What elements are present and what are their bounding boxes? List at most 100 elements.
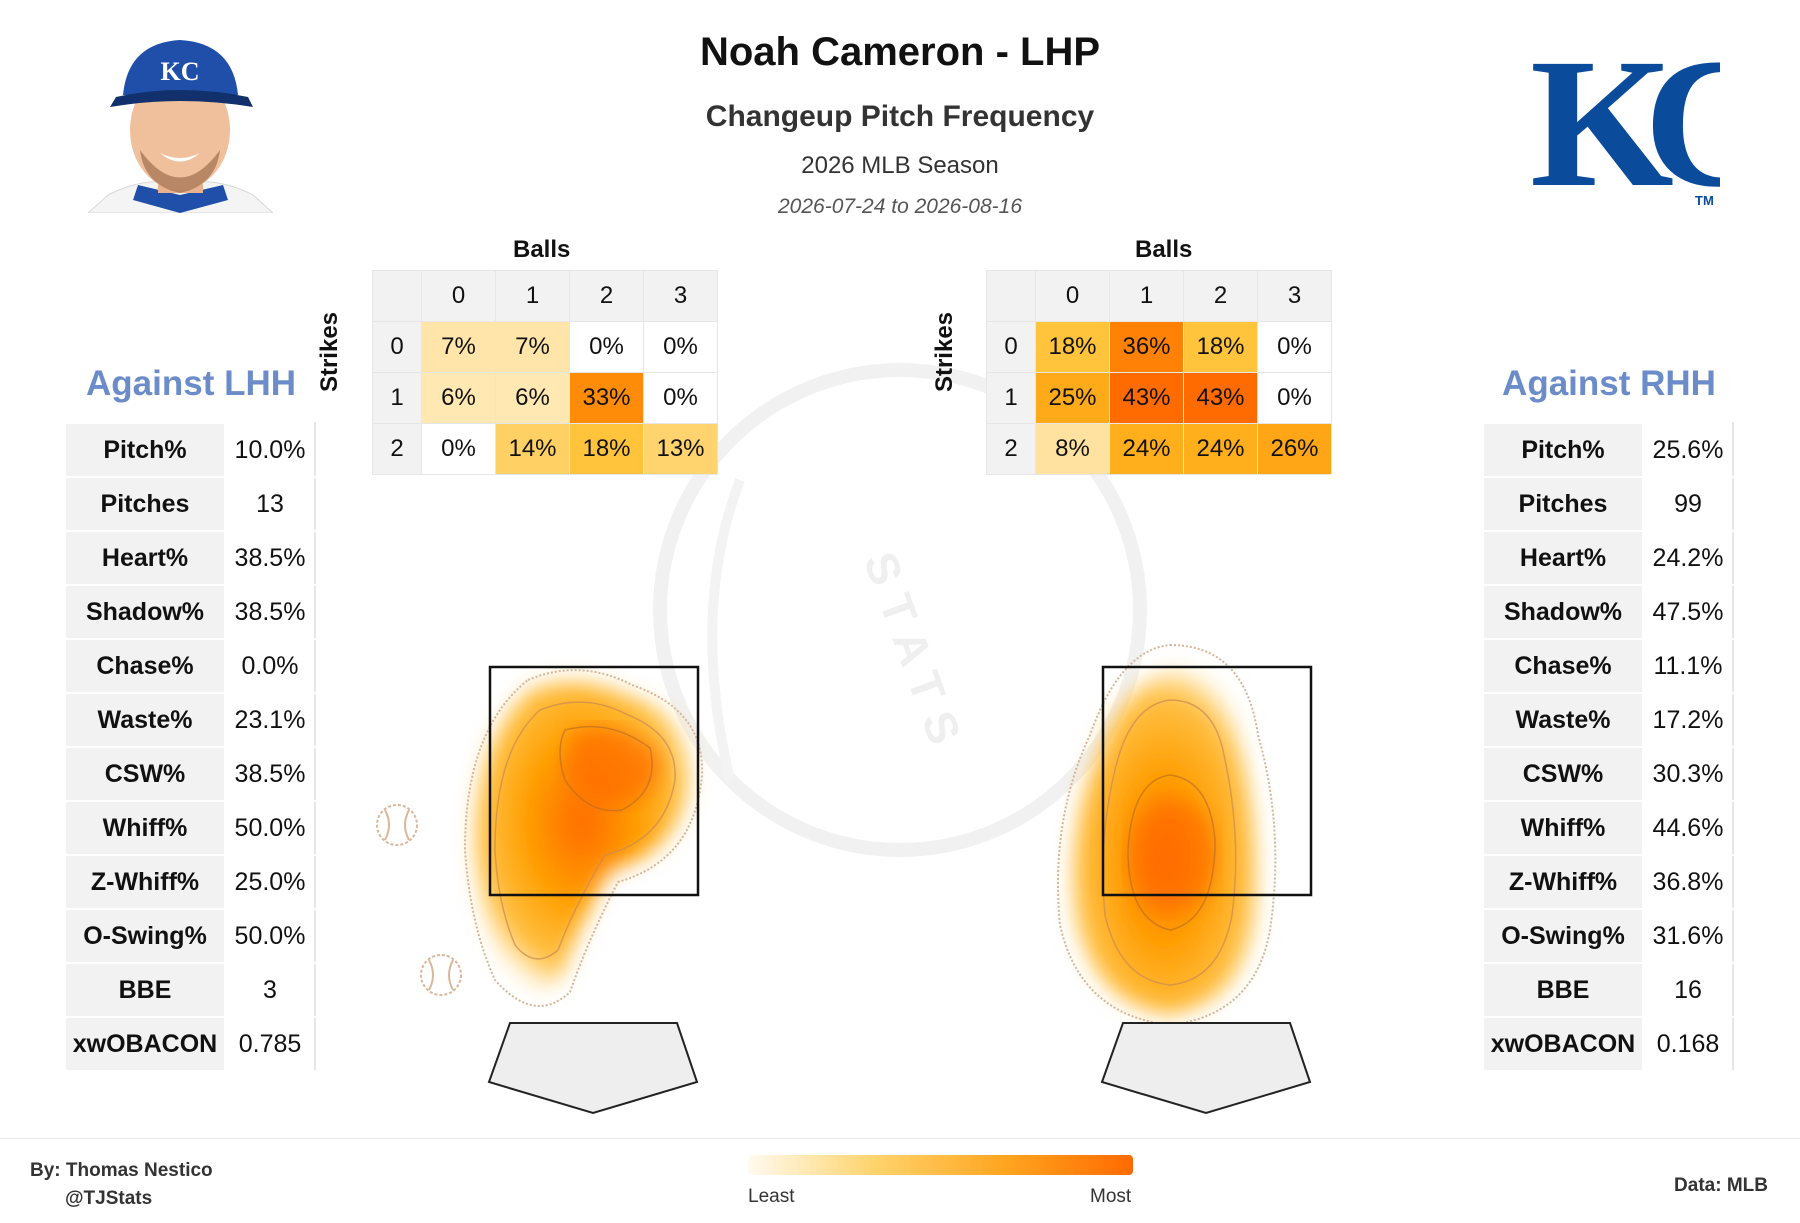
watermark-logo: STATS [653, 363, 1147, 857]
strikes-row: 2 0% 14% 18% 13% [372, 423, 718, 475]
heat-cell: 8% [1035, 423, 1110, 475]
location-plot-rhh [1057, 643, 1313, 1115]
home-plate [487, 1022, 699, 1115]
home-plate [1100, 1022, 1312, 1115]
balls-tick: 0 [1035, 270, 1110, 322]
stat-row: Pitch% 10.0% [64, 422, 316, 478]
heat-cell: 43% [1183, 372, 1258, 424]
page-title: Noah Cameron - LHP [699, 30, 1101, 74]
balls-tick: 1 [495, 270, 570, 322]
stat-value: 0.785 [224, 1016, 316, 1072]
season-label: 2026 MLB Season [801, 152, 999, 179]
heat-cell: 25% [1035, 372, 1110, 424]
stat-row: Shadow% 47.5% [1482, 584, 1734, 640]
stat-value: 38.5% [224, 584, 316, 640]
stat-label: Pitch% [64, 422, 226, 478]
heat-cell: 13% [643, 423, 718, 475]
heat-cell: 24% [1109, 423, 1184, 475]
stat-value: 25.0% [224, 854, 316, 910]
stat-label: Heart% [64, 530, 226, 586]
heat-cell: 0% [643, 372, 718, 424]
stat-value: 38.5% [224, 746, 316, 802]
stat-label: CSW% [64, 746, 226, 802]
chart-subtitle: Changeup Pitch Frequency [705, 100, 1095, 133]
balls-axis-label-rhh: Balls [1135, 236, 1193, 263]
balls-tick: 3 [1257, 270, 1332, 322]
stat-row: O-Swing% 50.0% [64, 908, 316, 964]
stat-label: Pitches [1482, 476, 1644, 532]
strike-zone [1101, 665, 1313, 897]
heat-cell: 7% [495, 321, 570, 373]
density-core [565, 727, 661, 805]
stat-label: O-Swing% [1482, 908, 1644, 964]
stat-value: 3 [224, 962, 316, 1018]
heat-cell: 18% [1035, 321, 1110, 373]
strikes-tick: 0 [372, 321, 422, 373]
stat-row: CSW% 30.3% [1482, 746, 1734, 802]
stat-row: Heart% 38.5% [64, 530, 316, 586]
watermark-text: STATS [854, 545, 976, 764]
strikes-axis-label-rhh: Strikes [931, 311, 959, 393]
density-core [1130, 800, 1215, 910]
strikes-tick: 0 [986, 321, 1036, 373]
stat-label: BBE [64, 962, 226, 1018]
count-heatmap-lhh: 0 1 2 3 0 7% 7% 0% 0% 1 6% 6% 33% 0% 2 0% 14% 18% 13% [372, 270, 718, 475]
strikes-tick: 2 [372, 423, 422, 475]
stat-value: 16 [1642, 962, 1734, 1018]
stat-row: Z-Whiff% 25.0% [64, 854, 316, 910]
stat-row: Chase% 0.0% [64, 638, 316, 694]
balls-tick: 2 [1183, 270, 1258, 322]
stat-row: Pitch% 25.6% [1482, 422, 1734, 478]
stat-label: xwOBACON [1482, 1016, 1644, 1072]
stat-value: 50.0% [224, 908, 316, 964]
heat-cell: 0% [1257, 321, 1332, 373]
stat-value: 31.6% [1642, 908, 1734, 964]
stat-value: 38.5% [224, 530, 316, 586]
strike-zone [488, 665, 700, 897]
svg-text:KC: KC [161, 57, 200, 86]
side-title-rhh: Against RHH [1502, 364, 1716, 403]
stat-value: 47.5% [1642, 584, 1734, 640]
stat-row: Z-Whiff% 36.8% [1482, 854, 1734, 910]
stat-label: BBE [1482, 962, 1644, 1018]
strikes-tick: 1 [986, 372, 1036, 424]
footer-divider [0, 1138, 1800, 1139]
stat-label: Whiff% [1482, 800, 1644, 856]
table-corner [372, 270, 422, 322]
stat-label: Z-Whiff% [1482, 854, 1644, 910]
stat-value: 13 [224, 476, 316, 532]
stat-label: Whiff% [64, 800, 226, 856]
date-range: 2026-07-24 to 2026-08-16 [777, 195, 1023, 218]
heat-cell: 0% [643, 321, 718, 373]
density-blob [475, 682, 690, 993]
stat-label: O-Swing% [64, 908, 226, 964]
team-logo-trademark: TM [1695, 193, 1714, 208]
stat-value: 99 [1642, 476, 1734, 532]
density-contour [1102, 699, 1237, 986]
stat-value: 23.1% [224, 692, 316, 748]
strikes-tick: 1 [372, 372, 422, 424]
stat-label: Waste% [1482, 692, 1644, 748]
legend-least-label: Least [748, 1186, 795, 1207]
stat-row: Shadow% 38.5% [64, 584, 316, 640]
stat-label: Shadow% [64, 584, 226, 640]
heat-cell: 18% [1183, 321, 1258, 373]
stat-label: Pitches [64, 476, 226, 532]
stat-row: CSW% 38.5% [64, 746, 316, 802]
side-title-lhh: Against LHH [86, 364, 296, 403]
stat-value: 17.2% [1642, 692, 1734, 748]
heat-cell: 0% [421, 423, 496, 475]
stat-value: 44.6% [1642, 800, 1734, 856]
stat-value: 0.168 [1642, 1016, 1734, 1072]
stat-row: Pitches 13 [64, 476, 316, 532]
stat-label: Z-Whiff% [64, 854, 226, 910]
stat-value: 24.2% [1642, 530, 1734, 586]
stat-label: Pitch% [1482, 422, 1644, 478]
data-source: Data: MLB [1674, 1175, 1768, 1196]
stat-row: xwOBACON 0.785 [64, 1016, 316, 1072]
strikes-axis-label-lhh: Strikes [316, 311, 344, 393]
density-contour [463, 669, 704, 1007]
balls-axis-label-lhh: Balls [513, 236, 571, 263]
team-logo: KC TM [1530, 25, 1720, 210]
